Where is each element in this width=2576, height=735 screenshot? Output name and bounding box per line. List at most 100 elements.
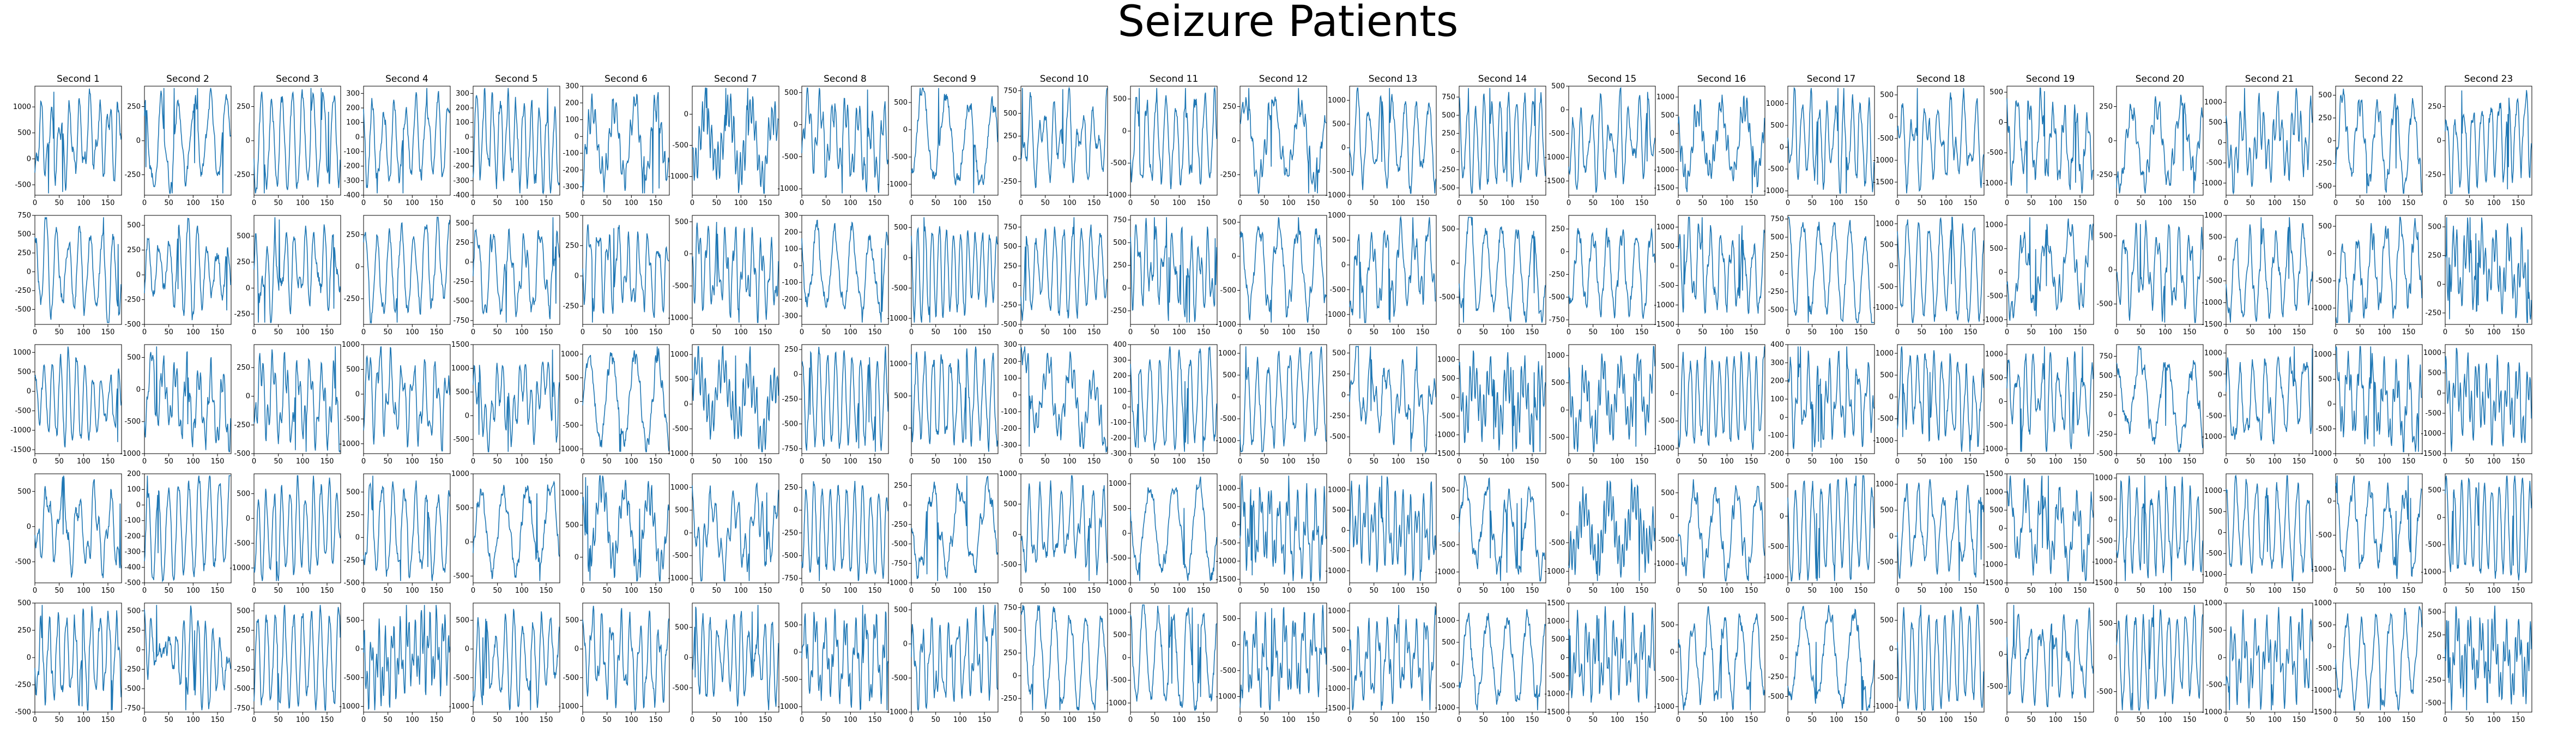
x-tick-label: 0 — [471, 457, 475, 466]
x-tick-label: 50 — [1260, 716, 1269, 724]
x-tick-label: 150 — [1307, 716, 1320, 724]
eeg-trace — [1678, 606, 1765, 711]
y-tick-label: 500 — [1880, 91, 1894, 99]
y-tick-label: 500 — [1442, 111, 1455, 119]
y-tick-label: 500 — [2209, 119, 2222, 127]
y-tick-label: 250 — [127, 103, 141, 111]
y-tick-label: 500 — [127, 221, 141, 230]
eeg-trace — [1130, 604, 1217, 711]
y-tick-label: 750 — [1003, 87, 1017, 95]
y-tick-label: -400 — [453, 191, 469, 200]
y-tick-label: 500 — [456, 617, 469, 625]
x-tick-label: 0 — [361, 328, 366, 336]
y-tick-label: -250 — [782, 529, 798, 537]
eeg-trace — [692, 482, 779, 582]
eeg-trace — [1568, 478, 1655, 581]
y-tick-label: -1500 — [1544, 708, 1565, 716]
x-tick-label: 50 — [712, 199, 721, 207]
subplot-panel: 0 50 100 150 -1000 -500 0 500 — [2311, 215, 2423, 336]
y-tick-label: 0 — [794, 262, 798, 270]
x-tick-label: 100 — [2268, 199, 2282, 207]
subplot-panel: 0 50 100 150 -1000 -500 0 500 — [120, 344, 232, 466]
y-tick-label: 1000 — [13, 103, 31, 111]
subplot-panel: 0 50 100 150 -250 0 250 500 — [234, 215, 341, 336]
column-title: Second 18 — [1916, 74, 1966, 85]
subplot-panel: 0 50 100 150 -250 0 250 — [124, 86, 232, 207]
subplot-panel: 0 50 100 150 -1000 -500 0 500 1000 — [1982, 344, 2094, 466]
subplot-panel: 0 50 100 150 -1500 -1000 -500 0 500 1000 — [2202, 212, 2313, 336]
x-tick-label: 150 — [1526, 587, 1539, 595]
x-tick-label: 150 — [211, 716, 225, 724]
y-tick-label: 0 — [1451, 394, 1455, 402]
x-tick-label: 0 — [2005, 328, 2009, 336]
y-tick-label: -500 — [1329, 168, 1346, 176]
x-tick-label: 0 — [33, 457, 37, 466]
column-title: Second 16 — [1697, 74, 1746, 85]
x-tick-label: 150 — [649, 587, 663, 595]
x-tick-label: 0 — [1895, 457, 1900, 466]
x-tick-label: 100 — [734, 457, 748, 466]
x-tick-label: 150 — [1635, 328, 1649, 336]
subplot-frame — [911, 215, 999, 325]
y-tick-label: 200 — [1113, 372, 1127, 380]
x-tick-label: 150 — [321, 328, 334, 336]
x-tick-label: 0 — [1457, 199, 1461, 207]
y-tick-label: 0 — [575, 132, 579, 141]
x-tick-label: 0 — [1676, 199, 1680, 207]
subplot-panel: 0 50 100 150 -1000 -500 0 500 1000 — [339, 341, 451, 466]
x-tick-label: 0 — [2005, 199, 2009, 207]
eeg-trace — [2445, 605, 2532, 710]
x-tick-label: 100 — [1392, 587, 1405, 595]
y-tick-label: -1500 — [2311, 708, 2332, 716]
y-tick-label: 1000 — [2204, 349, 2222, 357]
y-tick-label: -500 — [672, 425, 688, 433]
y-tick-label: -250 — [1001, 301, 1017, 309]
y-tick-label: 1000 — [1547, 352, 1565, 360]
subplot-panel: 0 50 100 150 -300 -200 -100 0 100 200 300 400 — [1110, 341, 1218, 466]
x-tick-label: 0 — [800, 328, 804, 336]
subplot-panel: 0 50 100 150 -500 -250 0 250 500 — [343, 473, 451, 595]
subplot-frame — [1678, 344, 1765, 454]
eeg-trace — [1568, 346, 1655, 453]
y-tick-label: 500 — [2318, 621, 2332, 629]
subplot-panel: 0 50 100 150 -1000 -500 0 500 1000 — [2202, 599, 2313, 724]
x-tick-label: 150 — [649, 328, 663, 336]
subplot-panel: 0 50 100 150 -500 0 500 1000 1500 — [451, 341, 560, 466]
subplot-panel: 0 50 100 150 -1000 -500 0 500 1000 — [2311, 344, 2423, 466]
eeg-trace — [2226, 474, 2313, 582]
subplot-panel: 0 50 100 150 -500 -250 0 250 500 750 — [15, 212, 122, 336]
y-tick-label: -1000 — [2421, 430, 2441, 438]
x-tick-label: 150 — [2512, 587, 2525, 595]
subplot-frame — [473, 344, 560, 454]
y-tick-label: 250 — [237, 364, 250, 372]
x-tick-label: 50 — [1041, 199, 1050, 207]
x-tick-label: 100 — [186, 587, 200, 595]
eeg-trace — [801, 480, 888, 581]
y-tick-label: -500 — [1549, 433, 1565, 442]
y-tick-label: 500 — [675, 218, 688, 226]
x-tick-label: 100 — [1063, 199, 1077, 207]
y-tick-label: 500 — [1332, 507, 1346, 515]
y-tick-label: 0 — [903, 501, 908, 509]
y-tick-label: -500 — [2425, 409, 2441, 418]
y-tick-label: -500 — [343, 579, 360, 587]
y-tick-label: 500 — [1770, 233, 1784, 242]
x-tick-label: 100 — [2158, 457, 2172, 466]
y-tick-label: 0 — [1013, 531, 1017, 539]
column-title: Second 2 — [166, 74, 209, 85]
x-tick-label: 100 — [296, 328, 310, 336]
subplot-panel: 0 50 100 150 -1000 -500 0 500 — [2421, 473, 2532, 595]
y-tick-label: 300 — [1770, 359, 1784, 367]
y-tick-label: -250 — [1001, 178, 1017, 186]
x-tick-label: 0 — [1128, 457, 1133, 466]
y-tick-label: -1000 — [1873, 702, 1894, 710]
eeg-trace — [1130, 346, 1217, 452]
x-tick-label: 150 — [540, 457, 553, 466]
x-tick-label: 0 — [1567, 716, 1571, 724]
eeg-trace — [2335, 346, 2422, 453]
y-tick-label: 0 — [27, 523, 31, 531]
x-tick-label: 0 — [1019, 199, 1023, 207]
subplot-panel: 0 50 100 150 -1000 -500 0 500 1000 — [1106, 473, 1218, 595]
y-tick-label: -300 — [563, 183, 579, 191]
subplot-frame — [582, 473, 670, 583]
